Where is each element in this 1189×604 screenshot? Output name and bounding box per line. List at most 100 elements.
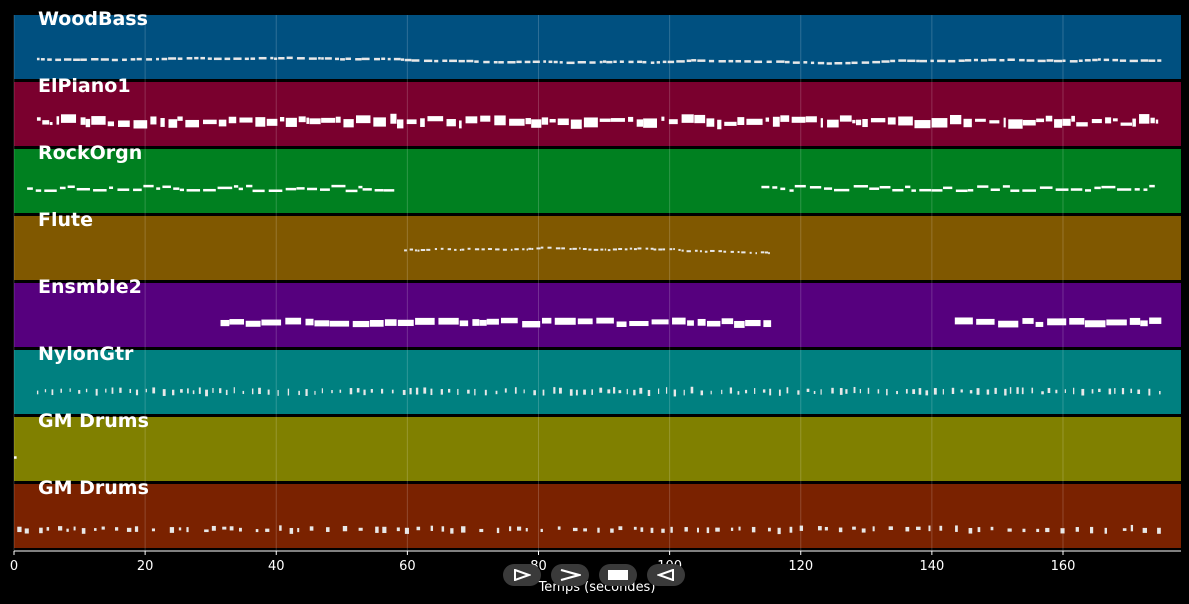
note-mark <box>1004 388 1007 396</box>
note-mark <box>1114 388 1116 394</box>
note-mark <box>384 319 397 326</box>
note-mark <box>58 526 63 531</box>
note-mark <box>134 526 139 532</box>
note-mark <box>449 59 457 63</box>
note-mark <box>245 320 261 327</box>
note-mark <box>861 61 870 64</box>
note-mark <box>931 118 948 128</box>
note-mark <box>729 387 733 394</box>
note-mark <box>789 526 793 533</box>
note-mark <box>342 525 348 532</box>
note-mark <box>156 57 160 61</box>
note-mark <box>925 390 929 396</box>
note-mark <box>636 119 644 127</box>
note-mark <box>198 387 201 394</box>
track-label: ElPiano1 <box>38 75 131 97</box>
note-mark <box>14 456 17 459</box>
note-mark <box>911 189 916 192</box>
note-mark <box>887 117 896 125</box>
note-mark <box>219 388 222 394</box>
note-mark <box>805 116 817 123</box>
note-mark <box>778 389 781 396</box>
note-mark <box>305 318 314 326</box>
note-mark <box>613 60 617 64</box>
note-mark <box>566 61 575 65</box>
note-mark <box>721 389 723 395</box>
note-mark <box>73 58 80 62</box>
note-mark <box>27 187 33 190</box>
note-mark <box>441 526 445 532</box>
note-mark <box>286 56 293 60</box>
note-mark <box>524 60 531 64</box>
note-mark <box>760 251 765 254</box>
stop-button[interactable] <box>599 564 637 586</box>
note-mark <box>375 526 379 533</box>
note-mark <box>107 121 115 127</box>
note-mark <box>117 188 130 191</box>
note-mark <box>459 120 462 129</box>
note-mark <box>1155 119 1159 124</box>
note-mark <box>474 248 480 251</box>
note-mark <box>706 527 710 534</box>
notes-layer <box>14 56 1162 535</box>
note-mark <box>73 526 76 531</box>
note-mark <box>523 389 525 394</box>
note-mark <box>691 59 697 62</box>
chevron-right-icon <box>559 569 581 581</box>
note-mark <box>162 185 171 189</box>
note-mark <box>500 317 518 324</box>
note-mark <box>754 60 763 64</box>
note-mark <box>755 252 757 255</box>
note-mark <box>51 389 54 396</box>
note-mark <box>769 388 772 396</box>
note-mark <box>233 57 242 60</box>
note-mark <box>509 118 525 126</box>
note-mark <box>683 389 685 396</box>
note-mark <box>817 61 825 65</box>
note-mark <box>178 527 182 531</box>
note-mark <box>205 389 208 397</box>
play-button[interactable] <box>503 564 541 586</box>
note-mark <box>409 248 414 251</box>
note-mark <box>1021 387 1024 395</box>
note-mark <box>1091 389 1094 394</box>
play-outline-icon <box>513 569 531 581</box>
back-button[interactable] <box>647 564 685 586</box>
note-mark <box>745 319 761 327</box>
note-mark <box>156 187 161 190</box>
note-mark <box>406 119 417 125</box>
note-mark <box>772 186 778 189</box>
note-mark <box>916 59 920 63</box>
note-mark <box>1081 388 1085 396</box>
note-mark <box>717 119 722 130</box>
note-mark <box>1075 527 1079 532</box>
note-mark <box>479 319 487 326</box>
note-mark <box>211 525 216 531</box>
note-mark <box>699 250 702 253</box>
note-mark <box>251 388 254 395</box>
note-mark <box>374 189 384 192</box>
note-mark <box>173 187 180 190</box>
note-mark <box>948 59 956 63</box>
note-mark <box>258 387 261 395</box>
forward-button[interactable] <box>551 564 589 586</box>
note-mark <box>619 60 624 63</box>
note-mark <box>63 58 72 61</box>
note-mark <box>285 187 297 191</box>
note-mark <box>213 57 222 61</box>
note-mark <box>329 320 350 327</box>
note-mark <box>1003 117 1006 128</box>
note-mark <box>76 187 90 191</box>
note-mark <box>600 248 604 251</box>
note-mark <box>973 58 979 62</box>
note-mark <box>321 117 336 123</box>
note-mark <box>305 389 308 396</box>
note-mark <box>93 189 107 192</box>
note-mark <box>298 116 306 123</box>
note-mark <box>1045 527 1050 533</box>
note-mark <box>541 117 549 125</box>
note-mark <box>820 118 823 128</box>
note-mark <box>200 56 206 60</box>
note-mark <box>522 321 541 328</box>
x-tick-label: 20 <box>137 559 154 574</box>
